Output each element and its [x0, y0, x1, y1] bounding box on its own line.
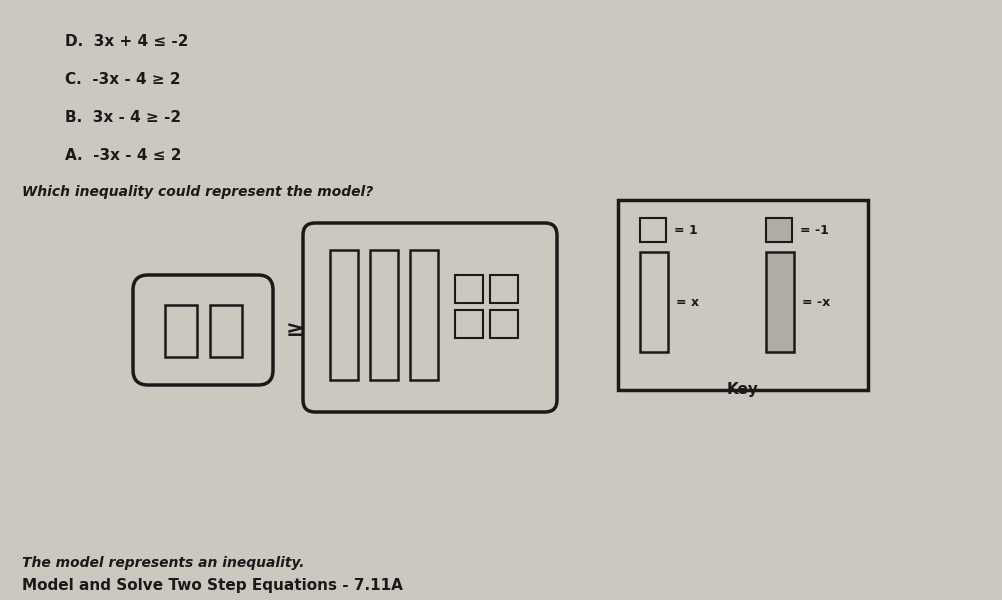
FancyBboxPatch shape — [133, 275, 273, 385]
Bar — [370, 250, 398, 380]
Bar — [490, 275, 517, 303]
Bar — [209, 305, 241, 357]
Text: Key: Key — [726, 382, 759, 397]
Bar — [766, 252, 794, 352]
Text: Model and Solve Two Step Equations - 7.11A: Model and Solve Two Step Equations - 7.1… — [22, 578, 403, 593]
Text: = -x: = -x — [802, 295, 830, 308]
Text: B.  3x - 4 ≥ -2: B. 3x - 4 ≥ -2 — [65, 110, 181, 125]
Bar — [455, 310, 483, 338]
Bar — [617, 200, 867, 390]
Bar — [165, 305, 196, 357]
Bar — [766, 218, 792, 242]
Bar — [455, 275, 483, 303]
Bar — [330, 250, 358, 380]
Text: = -1: = -1 — [800, 223, 828, 236]
Text: = 1: = 1 — [673, 223, 697, 236]
Text: C.  -3x - 4 ≥ 2: C. -3x - 4 ≥ 2 — [65, 72, 180, 87]
Text: D.  3x + 4 ≤ -2: D. 3x + 4 ≤ -2 — [65, 34, 188, 49]
Bar — [490, 310, 517, 338]
Bar — [639, 252, 667, 352]
Bar — [410, 250, 438, 380]
Text: = x: = x — [675, 295, 698, 308]
Text: A.  -3x - 4 ≤ 2: A. -3x - 4 ≤ 2 — [65, 148, 181, 163]
Text: ≥: ≥ — [286, 320, 304, 340]
Text: Which inequality could represent the model?: Which inequality could represent the mod… — [22, 185, 373, 199]
FancyBboxPatch shape — [303, 223, 556, 412]
Bar — [639, 218, 665, 242]
Text: The model represents an inequality.: The model represents an inequality. — [22, 556, 305, 570]
